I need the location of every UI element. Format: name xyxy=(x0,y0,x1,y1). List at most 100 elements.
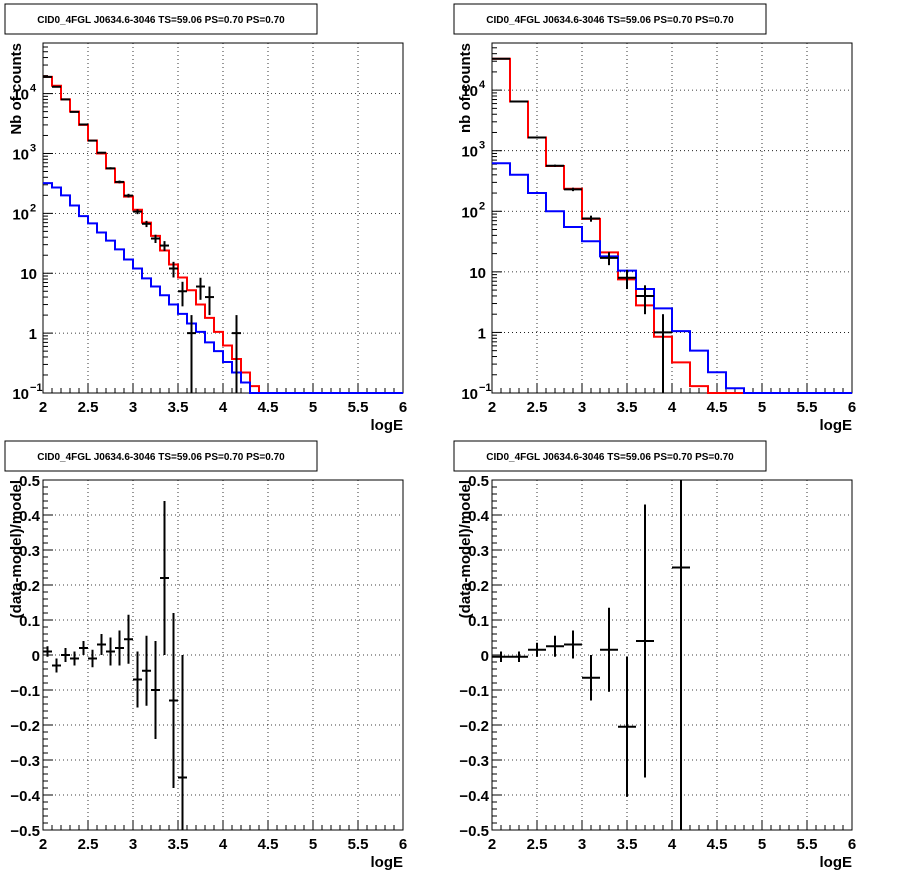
data-point xyxy=(61,98,70,101)
panel-title: CID0_4FGL J0634.6-3046 TS=59.06 PS=0.70 … xyxy=(37,15,285,26)
y-tick-label: 10 xyxy=(12,87,29,104)
x-tick-label: 3 xyxy=(578,836,586,853)
x-tick-label: 4 xyxy=(668,836,677,853)
x-tick-label: 2.5 xyxy=(527,836,548,853)
y-tick-label: 0.1 xyxy=(19,613,40,630)
x-tick-label: 6 xyxy=(399,836,407,853)
y-tick-label: 0.3 xyxy=(19,543,40,560)
x-tick-label: 2 xyxy=(488,399,496,416)
data-point xyxy=(564,187,582,192)
data-point xyxy=(205,286,214,316)
x-tick-label: 3 xyxy=(129,399,137,416)
data-point xyxy=(124,614,133,664)
data-point xyxy=(88,139,97,142)
data-point xyxy=(133,651,142,708)
panel-top-right: CID0_4FGL J0634.6-3046 TS=59.06 PS=0.70 … xyxy=(453,3,856,434)
panel-bottom-right: CID0_4FGL J0634.6-3046 TS=59.06 PS=0.70 … xyxy=(453,440,856,871)
x-tick-label: 4.5 xyxy=(258,836,279,853)
y-tick-label: −0.3 xyxy=(459,753,489,770)
data-point xyxy=(160,501,169,655)
x-tick-label: 5 xyxy=(758,399,766,416)
data-point xyxy=(142,220,151,228)
y-axis-title: nb of counts xyxy=(457,43,474,133)
data-point xyxy=(97,151,106,154)
y-tick-label: 1 xyxy=(29,326,37,343)
x-tick-label: 2.5 xyxy=(78,836,99,853)
y-tick-label: 0.4 xyxy=(468,508,490,525)
data-point xyxy=(618,656,636,797)
y-tick-label: −0.5 xyxy=(459,823,489,840)
y-tick-exponent: −1 xyxy=(479,382,492,394)
data-point xyxy=(528,136,546,139)
data-point xyxy=(178,655,187,830)
data-point xyxy=(160,241,169,251)
model-histogram-line xyxy=(43,182,403,394)
data-point xyxy=(600,607,618,692)
title-box xyxy=(4,440,318,472)
x-tick-label: 2 xyxy=(39,399,47,416)
data-point xyxy=(636,504,654,778)
data-point xyxy=(178,281,187,307)
y-tick-label: 10 xyxy=(12,386,29,403)
x-tick-label: 5.5 xyxy=(797,836,818,853)
y-tick-label: 0.2 xyxy=(468,578,489,595)
y-axis-title: (data-model)/model xyxy=(8,480,25,618)
residual-plot: 2 2.5 3 3.5 4 4.5 5 5.5 6 −0.5 −0.4 −0.3 −0.2 −0.1 0 0.… xyxy=(8,473,407,871)
x-tick-label: 4.5 xyxy=(258,399,279,416)
x-axis-title: logE xyxy=(820,417,853,434)
residual-plot: 2 2.5 3 3.5 4 4.5 5 5.5 6 −0.5 −0.4 −0.3 −0.2 −0.1 0 0.… xyxy=(457,473,856,871)
y-tick-label: −0.2 xyxy=(459,718,489,735)
data-point xyxy=(528,642,546,657)
y-tick-label: −0.5 xyxy=(10,823,40,840)
y-tick-label: 10 xyxy=(469,265,486,282)
data-point xyxy=(492,651,510,662)
title-box xyxy=(453,3,767,35)
y-tick-label: −0.1 xyxy=(10,683,40,700)
y-tick-exponent: 2 xyxy=(479,200,485,212)
x-tick-label: 2.5 xyxy=(527,399,548,416)
data-point xyxy=(582,655,600,701)
y-tick-label: 10 xyxy=(20,266,37,283)
y-axis-title: (data-model)/model xyxy=(457,480,474,618)
data-point xyxy=(124,193,133,198)
model-histogram-line xyxy=(43,75,403,394)
x-tick-label: 5 xyxy=(309,836,317,853)
x-axis-title: logE xyxy=(820,854,853,871)
data-point xyxy=(196,277,205,300)
data-point xyxy=(61,648,70,662)
x-tick-label: 2 xyxy=(488,836,496,853)
data-point xyxy=(88,649,97,668)
y-tick-label: 10 xyxy=(461,386,478,403)
y-tick-exponent: 2 xyxy=(30,202,36,214)
y-tick-exponent: −1 xyxy=(30,382,43,394)
x-tick-label: 3.5 xyxy=(168,836,189,853)
x-tick-label: 5 xyxy=(309,399,317,416)
data-point xyxy=(52,658,61,673)
y-tick-label: 0.2 xyxy=(19,578,40,595)
data-point xyxy=(43,646,52,657)
x-tick-label: 4.5 xyxy=(707,399,728,416)
data-point xyxy=(151,234,160,243)
data-point xyxy=(600,252,618,266)
data-point xyxy=(79,641,88,655)
data-point xyxy=(636,285,654,315)
y-tick-label: 0.4 xyxy=(19,508,41,525)
x-tick-label: 3.5 xyxy=(617,399,638,416)
data-point xyxy=(654,314,672,393)
data-point xyxy=(582,215,600,222)
y-tick-label: 10 xyxy=(12,146,29,163)
x-tick-label: 2.5 xyxy=(78,399,99,416)
data-point xyxy=(97,634,106,655)
model-histogram-line xyxy=(492,162,852,394)
x-tick-label: 5.5 xyxy=(348,399,369,416)
data-point xyxy=(672,480,690,830)
x-tick-label: 5.5 xyxy=(348,836,369,853)
y-tick-label: 0 xyxy=(32,648,40,665)
x-tick-label: 3 xyxy=(578,399,586,416)
data-point xyxy=(115,630,124,666)
y-tick-label: 0.5 xyxy=(19,473,40,490)
x-tick-label: 5 xyxy=(758,836,766,853)
data-point xyxy=(546,635,564,657)
